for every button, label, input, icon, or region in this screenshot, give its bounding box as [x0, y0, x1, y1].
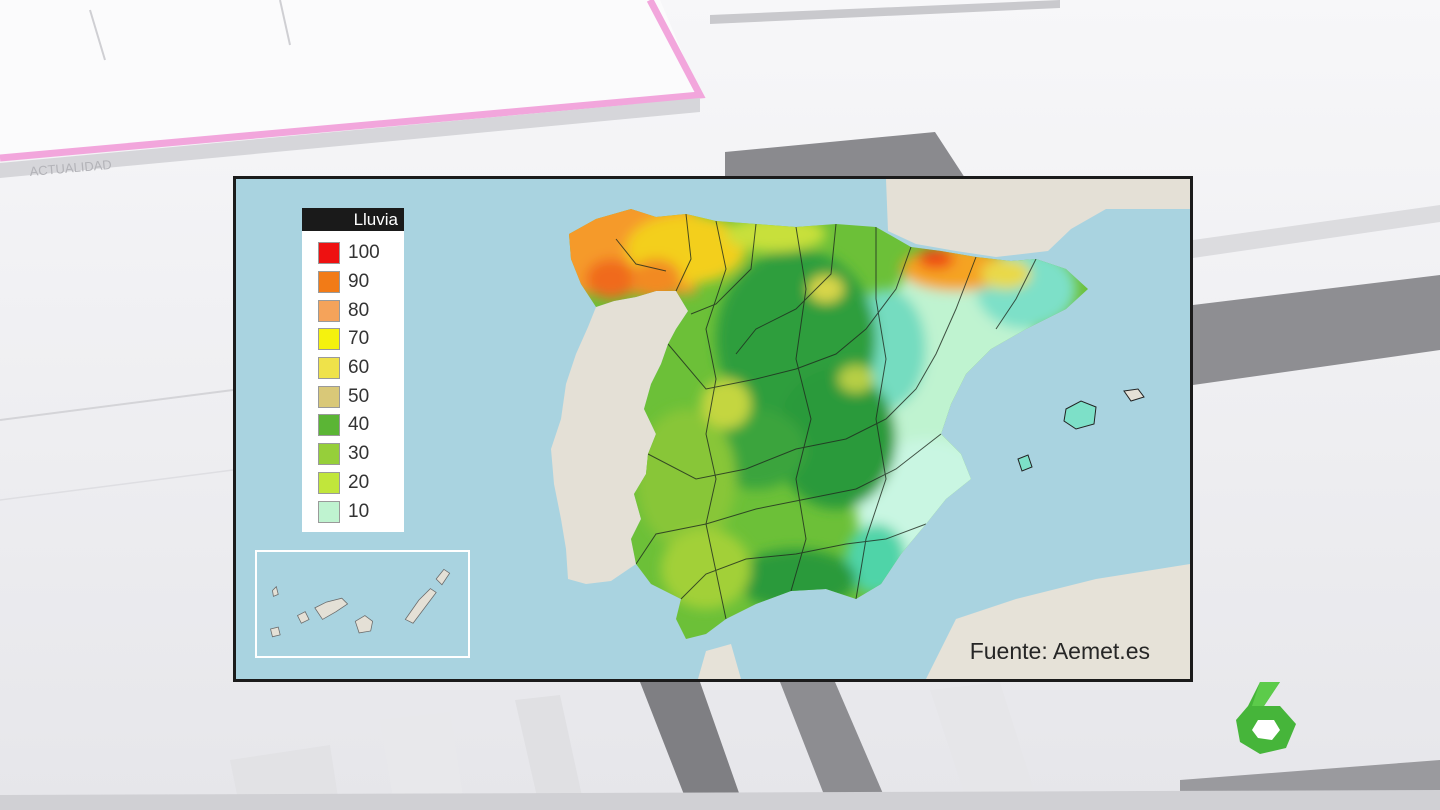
- rainfall-legend: Lluvia 100 90 80 70 60 50 40 30 20 10: [302, 208, 404, 532]
- legend-item: 90: [318, 268, 404, 297]
- legend-label: 20: [348, 471, 370, 493]
- legend-item: 70: [318, 325, 404, 354]
- legend-label: 50: [348, 385, 370, 407]
- legend-item: 50: [318, 382, 404, 411]
- la-palma-island: [272, 585, 279, 597]
- legend-label: 90: [348, 271, 370, 293]
- legend-swatch: [318, 328, 340, 351]
- lasexta-6-logo-icon: [1236, 682, 1296, 754]
- backdrop-strip-text: ACTUALIDAD: [29, 157, 112, 179]
- legend-label: 70: [348, 328, 370, 350]
- legend-swatch: [318, 471, 340, 494]
- fuerteventura-island: [404, 588, 437, 624]
- la-gomera-island: [296, 611, 310, 624]
- legend-label: 80: [348, 299, 370, 321]
- legend-item: 100: [318, 239, 404, 268]
- legend-swatch: [318, 357, 340, 380]
- rainfall-map-panel: Lluvia 100 90 80 70 60 50 40 30 20 10 Fuente: Aem…: [233, 176, 1193, 682]
- legend-item: 10: [318, 497, 404, 526]
- legend-swatch: [318, 385, 340, 408]
- el-hierro-island: [270, 626, 281, 638]
- source-credit: Fuente: Aemet.es: [969, 638, 1150, 664]
- legend-swatch: [318, 271, 340, 294]
- legend-item: 40: [318, 411, 404, 440]
- legend-title: Lluvia: [302, 208, 404, 231]
- legend-swatch: [318, 242, 340, 265]
- legend-item: 80: [318, 296, 404, 325]
- canary-islands-inset: [255, 550, 470, 658]
- legend-swatch: [318, 299, 340, 322]
- portugal-land: [551, 291, 688, 584]
- legend-swatch: [318, 443, 340, 466]
- ibiza-island: [1017, 454, 1033, 472]
- legend-label: 10: [348, 500, 370, 522]
- legend-box: 100 90 80 70 60 50 40 30 20 10: [302, 231, 404, 532]
- legend-item: 20: [318, 469, 404, 498]
- lanzarote-island: [435, 568, 451, 586]
- mallorca-island: [1063, 400, 1097, 430]
- legend-label: 30: [348, 443, 370, 465]
- legend-swatch: [318, 414, 340, 437]
- tenerife-island: [314, 597, 349, 620]
- gran-canaria-island: [354, 615, 374, 634]
- legend-label: 100: [348, 242, 380, 264]
- france-land: [886, 179, 1190, 257]
- morocco-tip-land: [698, 644, 741, 679]
- legend-item: 60: [318, 354, 404, 383]
- menorca-island: [1123, 388, 1145, 402]
- legend-swatch: [318, 500, 340, 523]
- legend-label: 40: [348, 414, 370, 436]
- legend-label: 60: [348, 357, 370, 379]
- legend-item: 30: [318, 440, 404, 469]
- africa-land: [926, 564, 1190, 679]
